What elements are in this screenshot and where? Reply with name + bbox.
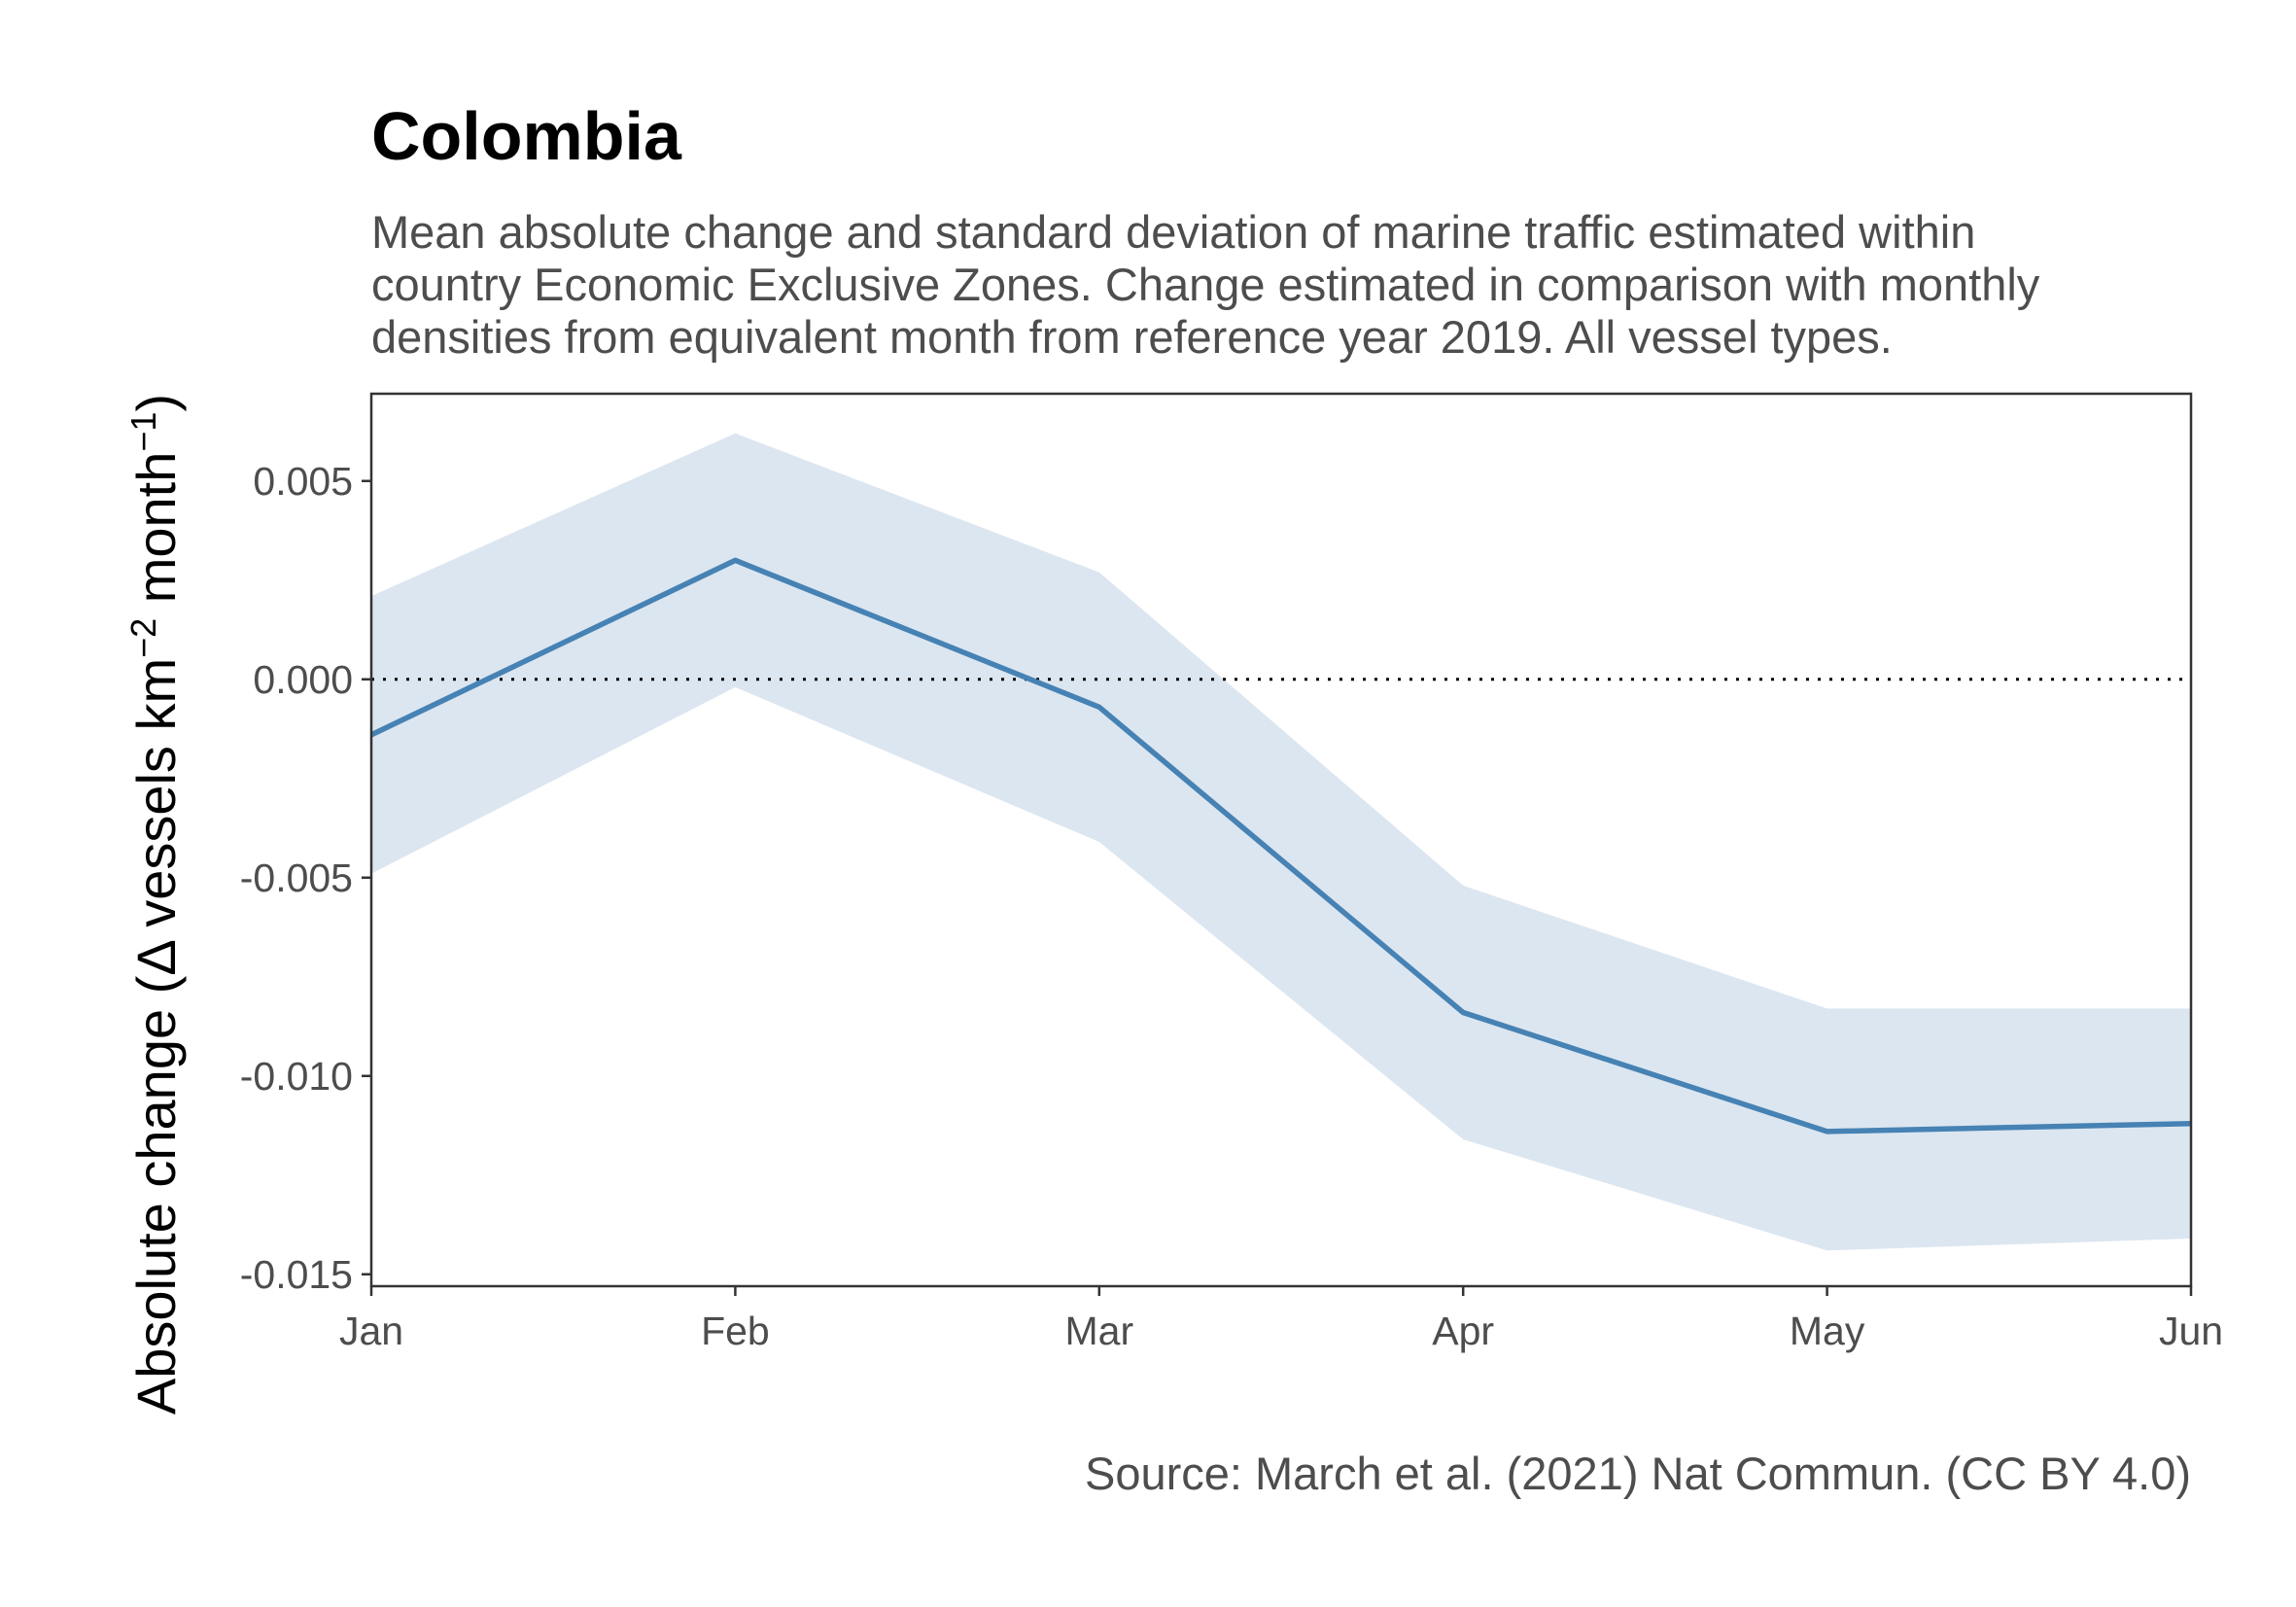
x-tick-label: Apr (1432, 1309, 1494, 1353)
mean-line (369, 557, 2192, 1135)
subtitle-line-1: Mean absolute change and standard deviat… (371, 206, 1976, 258)
plot-panel-border (369, 392, 2193, 1288)
x-tick-label: Feb (701, 1309, 770, 1353)
chart-subtitle: Mean absolute change and standard deviat… (371, 206, 2218, 364)
y-tick-label: 0.005 (253, 459, 353, 504)
subtitle-line-3: densities from equivalent month from ref… (371, 311, 1893, 363)
y-tick-label: -0.015 (240, 1252, 353, 1297)
y-tick-label: 0.000 (253, 657, 353, 702)
x-tick-label: Jun (2159, 1309, 2223, 1353)
y-tick-label: -0.005 (240, 856, 353, 900)
x-tick-label: Jan (339, 1309, 403, 1353)
sd-band (371, 433, 2191, 1251)
x-tick-label: Mar (1064, 1309, 1133, 1353)
chart-title: Colombia (371, 98, 681, 174)
subtitle-line-2: country Economic Exclusive Zones. Change… (371, 259, 2040, 310)
y-tick-label: -0.010 (240, 1054, 353, 1099)
x-tick-label: May (1790, 1309, 1865, 1353)
source-caption: Source: March et al. (2021) Nat Commun. … (1084, 1448, 2191, 1499)
